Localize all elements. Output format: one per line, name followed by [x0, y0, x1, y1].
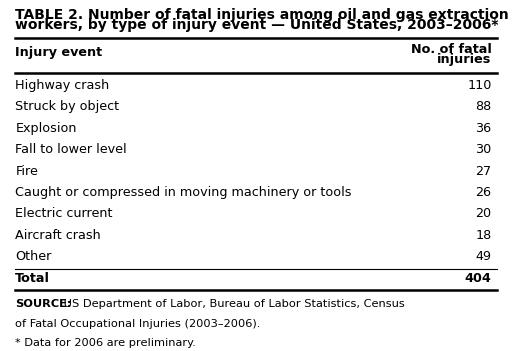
Text: workers, by type of injury event — United States, 2003–2006*: workers, by type of injury event — Unite… — [15, 18, 499, 32]
Text: 110: 110 — [467, 79, 492, 92]
Text: 18: 18 — [475, 229, 492, 242]
Text: of Fatal Occupational Injuries (2003–2006).: of Fatal Occupational Injuries (2003–200… — [15, 319, 261, 329]
Text: Highway crash: Highway crash — [15, 79, 110, 92]
Text: 404: 404 — [465, 272, 492, 285]
Text: Fire: Fire — [15, 165, 38, 178]
Text: Aircraft crash: Aircraft crash — [15, 229, 101, 242]
Text: 49: 49 — [476, 250, 492, 263]
Text: Fall to lower level: Fall to lower level — [15, 143, 127, 156]
Text: 27: 27 — [476, 165, 492, 178]
Text: Total: Total — [15, 272, 50, 285]
Text: Electric current: Electric current — [15, 207, 113, 220]
Text: Explosion: Explosion — [15, 122, 77, 135]
Text: Caught or compressed in moving machinery or tools: Caught or compressed in moving machinery… — [15, 186, 352, 199]
Text: injuries: injuries — [437, 53, 492, 66]
Text: 30: 30 — [475, 143, 492, 156]
Text: 36: 36 — [476, 122, 492, 135]
Text: 88: 88 — [475, 100, 492, 113]
Text: US Department of Labor, Bureau of Labor Statistics, Census: US Department of Labor, Bureau of Labor … — [60, 299, 405, 309]
Text: * Data for 2006 are preliminary.: * Data for 2006 are preliminary. — [15, 338, 196, 348]
Text: No. of fatal: No. of fatal — [411, 43, 492, 56]
Text: Other: Other — [15, 250, 52, 263]
Text: 20: 20 — [476, 207, 492, 220]
Text: SOURCE:: SOURCE: — [15, 299, 72, 309]
Text: Struck by object: Struck by object — [15, 100, 119, 113]
Text: TABLE 2. Number of fatal injuries among oil and gas extraction: TABLE 2. Number of fatal injuries among … — [15, 8, 509, 22]
Text: 26: 26 — [476, 186, 492, 199]
Text: Injury event: Injury event — [15, 46, 102, 59]
